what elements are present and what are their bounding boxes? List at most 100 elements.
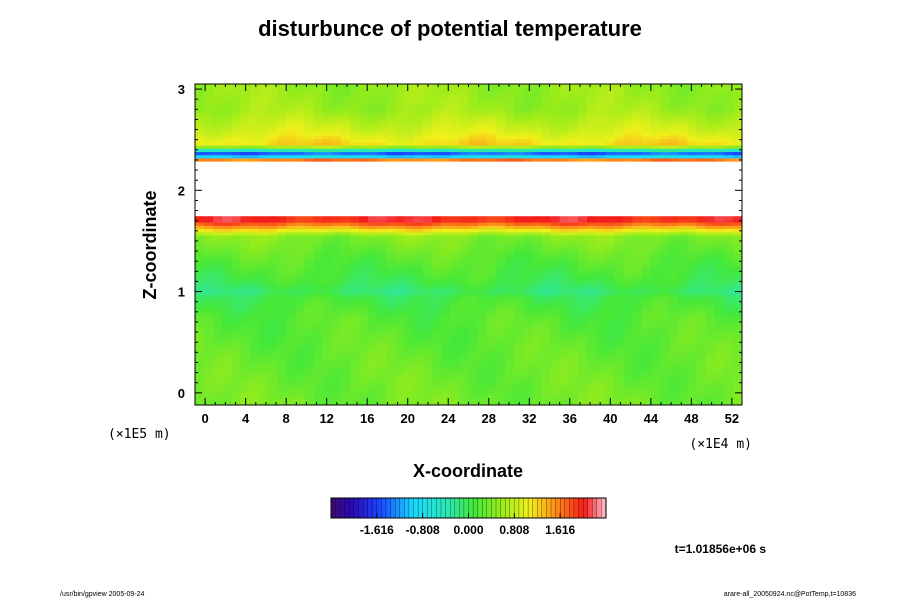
heatmap-cell: [331, 193, 342, 197]
heatmap-cell: [204, 247, 214, 252]
heatmap-cell: [714, 270, 725, 274]
heatmap-cell: [678, 209, 688, 213]
heatmap-cell: [705, 292, 716, 297]
heatmap-cell: [659, 225, 670, 230]
heatmap-cell: [304, 218, 315, 223]
heatmap-cell: [650, 254, 661, 258]
heatmap-cell: [614, 321, 625, 326]
heatmap-cell: [468, 385, 479, 390]
heatmap-cell: [441, 315, 451, 319]
heatmap-cell: [249, 331, 260, 335]
heatmap-cell: [669, 382, 679, 387]
heatmap-cell: [450, 273, 460, 278]
heatmap-cell: [277, 376, 287, 380]
heatmap-cell: [267, 353, 278, 358]
heatmap-cell: [386, 167, 397, 172]
heatmap-cell: [632, 234, 643, 239]
heatmap-cell: [295, 318, 305, 323]
heatmap-cell: [377, 254, 388, 258]
heatmap-cell: [349, 337, 360, 342]
heatmap-cell: [377, 292, 388, 297]
heatmap-cell: [523, 305, 533, 310]
heatmap-cell: [669, 395, 679, 400]
heatmap-cell: [514, 324, 524, 329]
heatmap-cell: [349, 379, 360, 384]
heatmap-cell: [650, 209, 661, 213]
heatmap-cell: [331, 257, 342, 262]
heatmap-cell: [641, 356, 652, 361]
heatmap-cell: [614, 318, 625, 323]
heatmap-cell: [614, 324, 625, 329]
heatmap-cell: [550, 215, 561, 220]
heatmap-cell: [650, 363, 661, 368]
heatmap-cell: [386, 308, 397, 313]
heatmap-cell: [577, 398, 588, 403]
heatmap-cell: [195, 366, 205, 371]
heatmap-cell: [596, 366, 606, 371]
heatmap-cell: [486, 244, 497, 249]
heatmap-cell: [550, 311, 561, 316]
heatmap-cell: [286, 183, 296, 188]
heatmap-cell: [313, 382, 324, 387]
heatmap-cell: [477, 398, 488, 403]
heatmap-cell: [514, 292, 524, 297]
heatmap-cell: [258, 254, 269, 258]
heatmap-cell: [687, 331, 698, 335]
heatmap-cell: [623, 283, 634, 287]
heatmap-cell: [277, 164, 287, 169]
heatmap-cell: [422, 311, 433, 316]
heatmap-cell: [340, 353, 351, 358]
heatmap-cell: [295, 193, 305, 197]
heatmap-cell: [705, 276, 716, 281]
heatmap-cell: [477, 379, 488, 384]
heatmap-cell: [678, 302, 688, 307]
heatmap-cell: [504, 263, 515, 268]
heatmap-cell: [596, 356, 606, 361]
heatmap-cell: [277, 141, 287, 146]
heatmap-cell: [432, 398, 442, 403]
heatmap-cell: [605, 173, 615, 178]
heatmap-cell: [495, 183, 506, 188]
heatmap-cell: [277, 388, 287, 393]
heatmap-cell: [723, 222, 734, 226]
heatmap-cell: [577, 212, 588, 217]
heatmap-cell: [340, 257, 351, 262]
heatmap-cell: [304, 138, 315, 143]
heatmap-cell: [468, 199, 479, 204]
heatmap-cell: [605, 161, 615, 165]
heatmap-cell: [404, 250, 415, 255]
heatmap-cell: [714, 151, 725, 156]
heatmap-cell: [641, 161, 652, 165]
heatmap-cell: [687, 173, 698, 178]
heatmap-cell: [313, 353, 324, 358]
heatmap-cell: [632, 327, 643, 332]
heatmap-cell: [650, 148, 661, 153]
heatmap-cell: [386, 151, 397, 156]
heatmap-cell: [605, 228, 615, 233]
heatmap-cell: [377, 398, 388, 403]
heatmap-cell: [523, 273, 533, 278]
heatmap-cell: [213, 321, 223, 326]
heatmap-cell: [413, 337, 424, 342]
heatmap-cell: [550, 151, 561, 156]
heatmap-cell: [295, 241, 305, 246]
heatmap-cell: [413, 177, 424, 181]
heatmap-cell: [623, 315, 634, 319]
heatmap-cell: [650, 311, 661, 316]
heatmap-cell: [623, 392, 634, 396]
heatmap-cell: [477, 193, 488, 197]
heatmap-cell: [359, 302, 369, 307]
heatmap-cell: [687, 366, 698, 371]
heatmap-cell: [258, 327, 269, 332]
heatmap-cell: [605, 369, 615, 374]
heatmap-cell: [204, 238, 214, 242]
heatmap-cell: [450, 398, 460, 403]
heatmap-cell: [623, 363, 634, 368]
heatmap-cell: [723, 279, 734, 284]
heatmap-cell: [450, 276, 460, 281]
heatmap-cell: [340, 234, 351, 239]
heatmap-cell: [413, 186, 424, 191]
heatmap-cell: [322, 148, 333, 153]
heatmap-cell: [231, 157, 242, 162]
heatmap-cell: [669, 138, 679, 143]
